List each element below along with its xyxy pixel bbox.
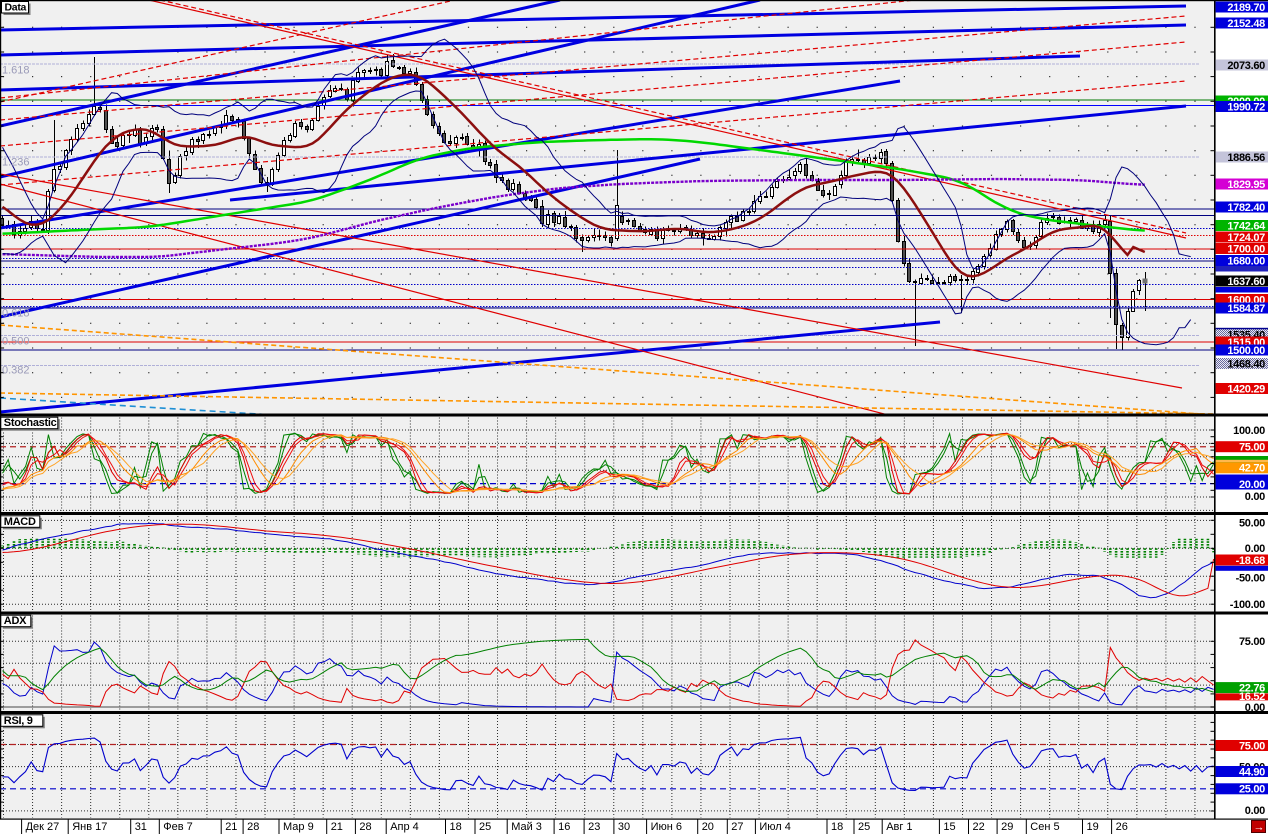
svg-text:21: 21 bbox=[225, 821, 237, 833]
svg-text:21: 21 bbox=[331, 821, 343, 833]
svg-text:1.618: 1.618 bbox=[2, 65, 30, 77]
svg-text:1742.64: 1742.64 bbox=[1227, 220, 1266, 232]
svg-text:Июл 4: Июл 4 bbox=[759, 821, 791, 833]
svg-text:1468.40: 1468.40 bbox=[1227, 358, 1265, 370]
svg-text:-100.00: -100.00 bbox=[1230, 599, 1265, 611]
svg-text:50.00: 50.00 bbox=[1239, 518, 1265, 530]
svg-text:30: 30 bbox=[618, 821, 630, 833]
svg-text:Stochastic: Stochastic bbox=[4, 417, 57, 429]
svg-text:0.382: 0.382 bbox=[2, 365, 30, 377]
svg-text:1724.07: 1724.07 bbox=[1227, 232, 1265, 244]
svg-text:25: 25 bbox=[858, 821, 870, 833]
svg-text:42.70: 42.70 bbox=[1239, 463, 1265, 475]
svg-text:2189.70: 2189.70 bbox=[1227, 2, 1265, 14]
svg-text:75.00: 75.00 bbox=[1239, 740, 1265, 752]
svg-text:0.00: 0.00 bbox=[1245, 491, 1265, 503]
svg-text:19: 19 bbox=[1087, 821, 1099, 833]
svg-text:Авг 1: Авг 1 bbox=[886, 821, 912, 833]
svg-text:1420.29: 1420.29 bbox=[1227, 383, 1265, 395]
svg-text:Янв 17: Янв 17 bbox=[72, 821, 107, 833]
svg-text:RSI, 9: RSI, 9 bbox=[4, 715, 33, 727]
svg-text:→: → bbox=[1254, 822, 1265, 834]
svg-text:29: 29 bbox=[1001, 821, 1013, 833]
svg-text:0.00: 0.00 bbox=[1245, 543, 1265, 555]
svg-text:ADX: ADX bbox=[4, 615, 27, 627]
svg-text:31: 31 bbox=[135, 821, 147, 833]
svg-text:75.00: 75.00 bbox=[1239, 636, 1265, 648]
svg-text:75.00: 75.00 bbox=[1239, 442, 1265, 454]
svg-text:2152.48: 2152.48 bbox=[1227, 18, 1265, 30]
svg-text:18: 18 bbox=[450, 821, 462, 833]
svg-text:1829.95: 1829.95 bbox=[1227, 179, 1265, 191]
svg-text:44.90: 44.90 bbox=[1239, 766, 1265, 778]
svg-text:1.236: 1.236 bbox=[2, 157, 30, 169]
svg-text:Data: Data bbox=[5, 2, 27, 14]
svg-text:25: 25 bbox=[479, 821, 491, 833]
svg-text:22: 22 bbox=[973, 821, 985, 833]
svg-text:25.00: 25.00 bbox=[1239, 784, 1265, 796]
svg-text:28: 28 bbox=[247, 821, 259, 833]
svg-text:Дек 27: Дек 27 bbox=[26, 821, 60, 833]
svg-text:1990.72: 1990.72 bbox=[1227, 101, 1265, 113]
svg-text:0.00: 0.00 bbox=[1245, 702, 1265, 714]
svg-text:0.00: 0.00 bbox=[1245, 805, 1265, 817]
svg-text:20: 20 bbox=[702, 821, 714, 833]
svg-text:27: 27 bbox=[731, 821, 743, 833]
svg-text:-50.00: -50.00 bbox=[1236, 573, 1266, 585]
svg-text:16.52: 16.52 bbox=[1239, 691, 1265, 703]
svg-text:1700.00: 1700.00 bbox=[1227, 243, 1265, 255]
svg-text:0.618: 0.618 bbox=[2, 308, 30, 320]
svg-text:23: 23 bbox=[588, 821, 600, 833]
svg-text:1637.60: 1637.60 bbox=[1227, 276, 1265, 288]
svg-text:1680.00: 1680.00 bbox=[1227, 255, 1265, 267]
svg-text:26: 26 bbox=[1116, 821, 1128, 833]
svg-text:28: 28 bbox=[359, 821, 371, 833]
svg-text:Фев 7: Фев 7 bbox=[163, 821, 193, 833]
svg-text:Мар 9: Мар 9 bbox=[283, 821, 314, 833]
svg-text:100.00: 100.00 bbox=[1233, 425, 1265, 437]
svg-text:18: 18 bbox=[831, 821, 843, 833]
svg-text:15: 15 bbox=[943, 821, 955, 833]
svg-text:Май 3: Май 3 bbox=[511, 821, 542, 833]
svg-text:MACD: MACD bbox=[4, 516, 36, 528]
svg-text:1886.56: 1886.56 bbox=[1227, 152, 1265, 164]
svg-text:2073.60: 2073.60 bbox=[1227, 60, 1265, 72]
svg-text:1500.00: 1500.00 bbox=[1227, 345, 1265, 357]
svg-text:1584.87: 1584.87 bbox=[1227, 303, 1265, 315]
svg-text:Апр 4: Апр 4 bbox=[390, 821, 419, 833]
svg-text:22.76: 22.76 bbox=[1239, 682, 1265, 694]
svg-text:Июн 6: Июн 6 bbox=[651, 821, 682, 833]
svg-text:Сен 5: Сен 5 bbox=[1030, 821, 1059, 833]
svg-text:16: 16 bbox=[558, 821, 570, 833]
svg-text:0.500: 0.500 bbox=[2, 336, 30, 348]
svg-text:-18.68: -18.68 bbox=[1236, 555, 1266, 567]
svg-text:1782.40: 1782.40 bbox=[1227, 202, 1265, 214]
svg-text:20.00: 20.00 bbox=[1239, 479, 1265, 491]
